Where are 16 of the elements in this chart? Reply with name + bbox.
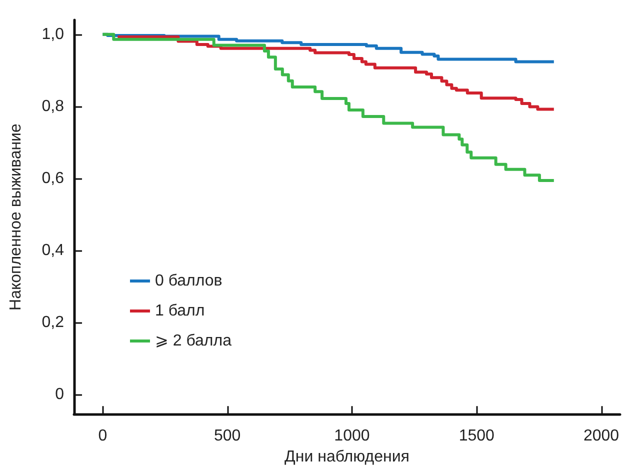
x-tick-label: 2000 xyxy=(583,428,620,445)
y-tick-label: 0 xyxy=(55,386,64,403)
y-tick-label: 0,6 xyxy=(42,170,64,187)
legend-label: 0 баллов xyxy=(155,272,222,290)
x-tick-label: 500 xyxy=(214,428,241,445)
y-tick-label: 0,2 xyxy=(42,314,64,331)
x-tick-label: 0 xyxy=(98,428,108,445)
legend-label: 1 балл xyxy=(155,302,205,320)
y-axis-title: Накопленное выживание xyxy=(8,124,24,310)
y-tick-label: 1,0 xyxy=(42,26,64,43)
legend-label: ⩾ 2 балла xyxy=(155,332,232,350)
x-tick-label: 1000 xyxy=(334,428,370,445)
y-tick-label: 0,8 xyxy=(42,98,64,115)
y-tick-label: 0,4 xyxy=(42,242,64,259)
x-tick-label: 1500 xyxy=(458,428,495,445)
x-axis-title: Дни наблюдения xyxy=(284,448,410,466)
